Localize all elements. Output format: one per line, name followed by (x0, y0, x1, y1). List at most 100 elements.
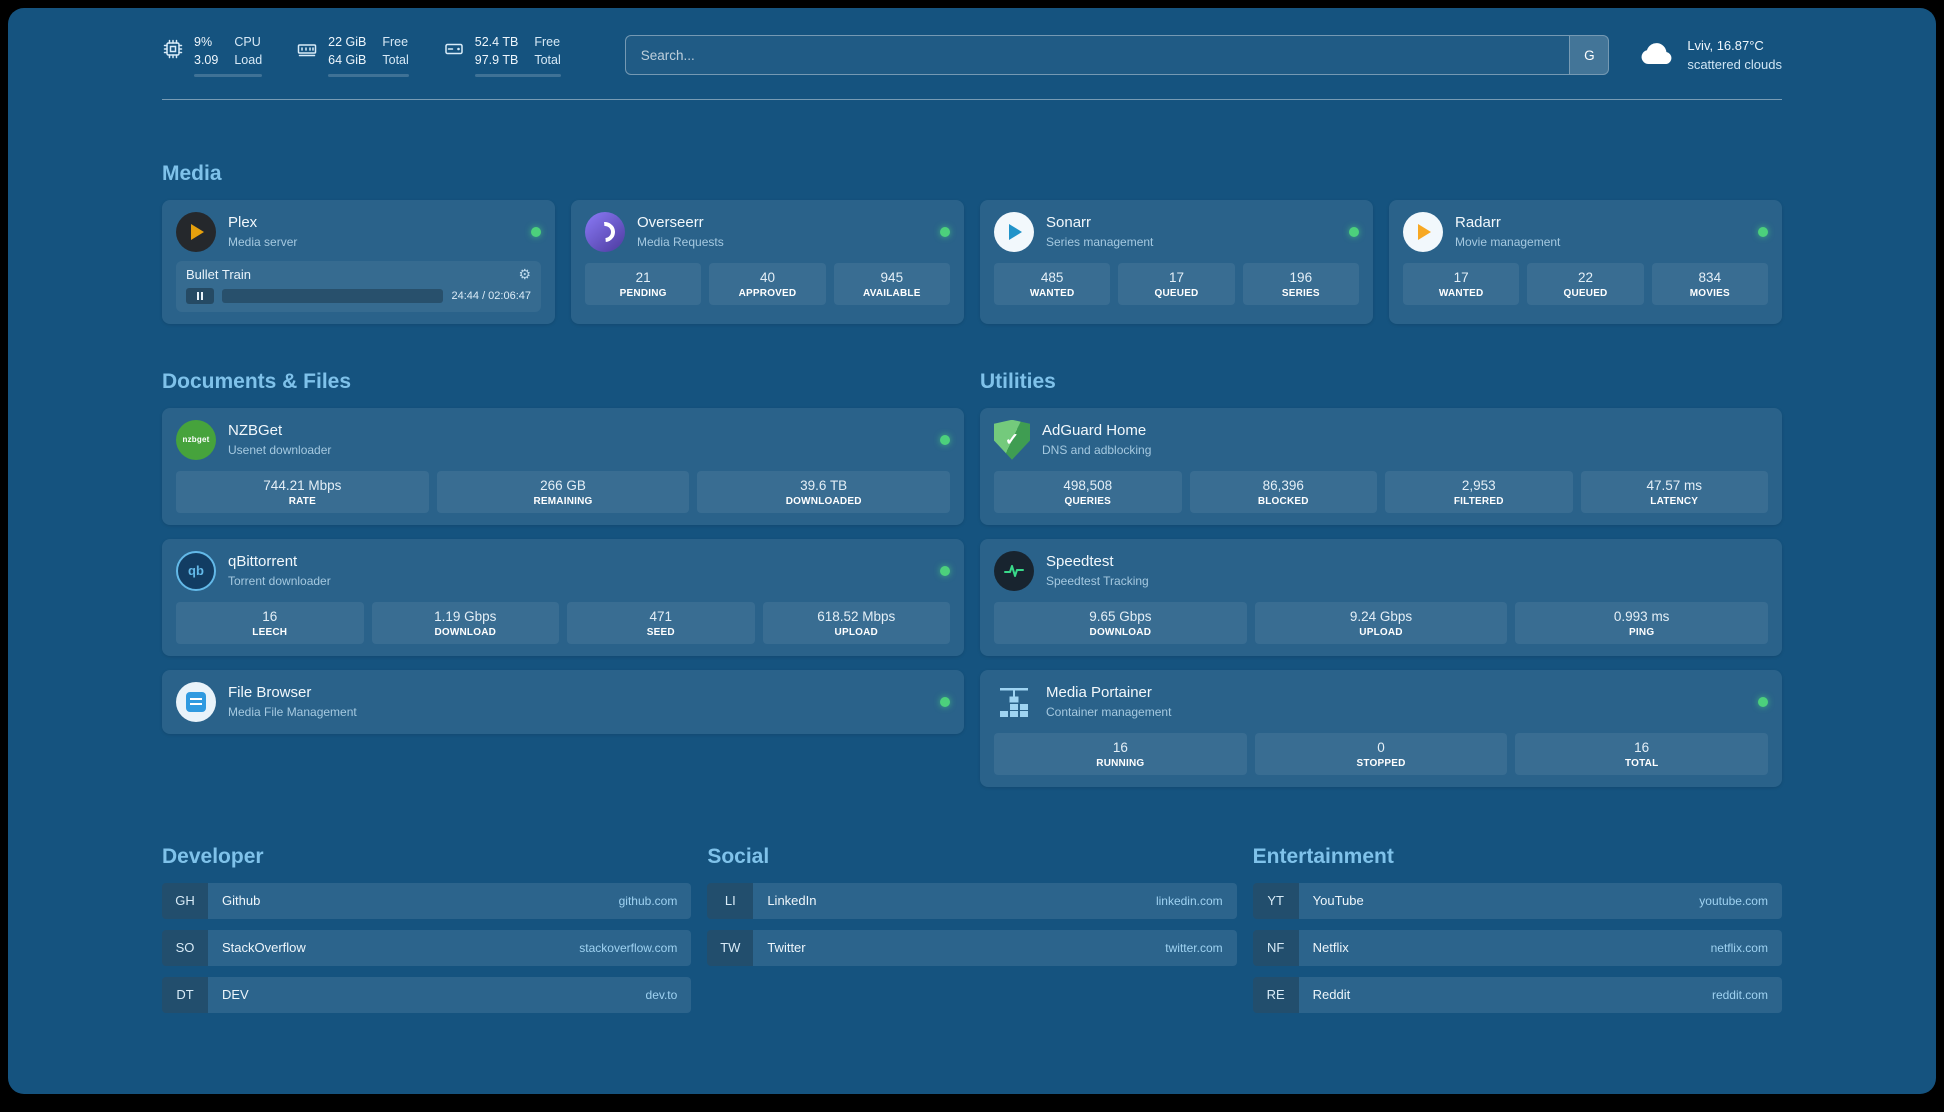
bookmark-twitter[interactable]: TW Twitter twitter.com (707, 929, 1237, 966)
service-card-sonarr[interactable]: Sonarr Series management 485 WANTED 17 Q… (980, 199, 1373, 324)
sonarr-icon (994, 211, 1034, 252)
speedtest-icon (994, 550, 1034, 591)
bookmark-netflix[interactable]: NF Netflix netflix.com (1252, 929, 1782, 966)
service-subtitle: Media server (228, 235, 298, 250)
stat-running: 16 RUNNING (994, 732, 1247, 775)
bookmark-name: Reddit (1312, 987, 1351, 1003)
service-name: qBittorrent (228, 553, 298, 571)
service-card-plex[interactable]: Plex Media server Bullet Train ⚙ (162, 199, 555, 324)
service-name: Radarr (1455, 214, 1501, 232)
pause-button[interactable] (186, 287, 214, 304)
topbar-divider (162, 98, 1782, 100)
stat-remaining: 266 GB REMAINING (436, 470, 690, 513)
section-title-documents: Documents & Files (162, 369, 352, 393)
stat-queries: 498,508 QUERIES (994, 470, 1182, 513)
bookmark-github[interactable]: GH Github github.com (162, 882, 692, 919)
service-subtitle: Usenet downloader (228, 443, 332, 458)
service-card-speedtest[interactable]: Speedtest Speedtest Tracking 9.65 Gbps D… (980, 538, 1782, 656)
bookmark-name: Netflix (1312, 940, 1349, 956)
stat-queued: 17 QUEUED (1118, 262, 1235, 305)
disk-free: 52.4 TB (474, 35, 519, 49)
service-card-portainer[interactable]: Media Portainer Container management 16 … (980, 669, 1782, 787)
cpu-widget: 9% CPU 3.09 Load (162, 34, 263, 77)
bookmark-youtube[interactable]: YT YouTube youtube.com (1252, 882, 1782, 919)
disk-icon (443, 38, 465, 65)
dashboard: 9% CPU 3.09 Load 22 GiB Free 6 (8, 8, 1936, 1094)
status-dot (531, 226, 541, 237)
bookmark-group-entertainment: Entertainment YT YouTube youtube.com NF … (1252, 844, 1782, 1024)
stat-upload: 9.24 Gbps UPLOAD (1254, 601, 1508, 644)
bookmark-abbr: NF (1252, 929, 1299, 966)
service-name: Overseerr (637, 214, 704, 232)
weather-location: Lviv, 16.87°C (1687, 37, 1764, 53)
weather-widget: Lviv, 16.87°C scattered clouds (1639, 36, 1782, 75)
service-card-overseerr[interactable]: Overseerr Media Requests 21 PENDING 40 A… (571, 199, 964, 324)
filebrowser-icon (176, 681, 216, 722)
content: 9% CPU 3.09 Load 22 GiB Free 6 (162, 8, 1782, 1024)
stat-wanted: 17 WANTED (1403, 262, 1520, 305)
cloud-icon (1639, 40, 1675, 71)
stat-blocked: 86,396 BLOCKED (1189, 470, 1377, 513)
bookmark-group-title: Entertainment (1252, 844, 1394, 868)
bookmark-stackoverflow[interactable]: SO StackOverflow stackoverflow.com (162, 929, 692, 966)
bookmark-abbr: TW (707, 929, 754, 966)
stat-download: 9.65 Gbps DOWNLOAD (994, 601, 1247, 644)
bookmark-dev[interactable]: DT DEV dev.to (162, 976, 692, 1013)
bookmark-linkedin[interactable]: LI LinkedIn linkedin.com (707, 882, 1237, 919)
status-dot (1349, 226, 1359, 237)
memory-label-2: Total (382, 52, 409, 67)
search-input[interactable] (625, 36, 1570, 75)
bookmark-reddit[interactable]: RE Reddit reddit.com (1252, 976, 1782, 1013)
stat-latency: 47.57 ms LATENCY (1580, 470, 1768, 513)
service-subtitle: DNS and adblocking (1042, 443, 1152, 458)
stat-filtered: 2,953 FILTERED (1385, 470, 1573, 513)
disk-total: 97.9 TB (474, 52, 519, 67)
stat-queued: 22 QUEUED (1527, 262, 1644, 305)
memory-progress-bar (328, 73, 409, 77)
service-card-qbittorrent[interactable]: qb qBittorrent Torrent downloader 16 LEE… (162, 538, 964, 656)
service-subtitle: Media Requests (637, 235, 724, 250)
bookmark-domain: youtube.com (1699, 893, 1768, 908)
service-card-radarr[interactable]: Radarr Movie management 17 WANTED 22 QUE… (1389, 199, 1782, 324)
bookmark-group-developer: Developer GH Github github.com SO StackO… (162, 845, 692, 1024)
portainer-crane-icon (994, 682, 1034, 722)
plex-icon (176, 211, 216, 252)
section-media: Media Plex Media server Bullet Tra (162, 162, 1782, 324)
service-name: File Browser (228, 684, 312, 702)
service-name: Plex (228, 214, 258, 232)
service-subtitle: Container management (1046, 705, 1172, 720)
adguard-shield-icon: ✓ (994, 419, 1030, 460)
disk-label-2: Total (534, 52, 561, 67)
service-card-nzbget[interactable]: nzbget NZBGet Usenet downloader 744.21 M… (162, 407, 964, 525)
section-documents: Documents & Files nzbget NZBGet Usenet d… (162, 370, 964, 734)
stat-series: 196 SERIES (1242, 262, 1359, 305)
nzbget-icon: nzbget (176, 419, 216, 460)
playback-progress-bar[interactable] (222, 288, 444, 303)
search-provider-button[interactable]: G (1569, 36, 1609, 75)
stat-available: 945 AVAILABLE (833, 262, 950, 305)
service-name: AdGuard Home (1042, 422, 1147, 440)
service-card-adguard[interactable]: ✓ AdGuard Home DNS and adblocking 498,50… (980, 407, 1782, 525)
bookmark-abbr: YT (1252, 882, 1299, 919)
gear-icon[interactable]: ⚙ (518, 266, 531, 283)
stat-stopped: 0 STOPPED (1254, 732, 1508, 775)
service-name: Speedtest (1046, 553, 1114, 571)
service-subtitle: Movie management (1455, 235, 1561, 250)
status-dot (1758, 696, 1768, 707)
stat-upload: 618.52 Mbps UPLOAD (762, 601, 950, 644)
bookmark-name: DEV (222, 987, 249, 1003)
cpu-loadavg: 3.09 (194, 52, 219, 67)
cpu-icon (162, 38, 184, 65)
service-card-filebrowser[interactable]: File Browser Media File Management (162, 669, 964, 734)
service-subtitle: Speedtest Tracking (1046, 574, 1149, 589)
service-subtitle: Series management (1046, 235, 1154, 250)
cpu-label-2: Load (234, 52, 263, 67)
bookmark-abbr: RE (1252, 976, 1299, 1013)
memory-icon (296, 38, 318, 65)
bookmark-group-social: Social LI LinkedIn linkedin.com TW Twitt… (707, 845, 1237, 1024)
bookmark-abbr: SO (162, 929, 208, 966)
cpu-label-1: CPU (234, 35, 261, 49)
now-playing-track: Bullet Train (186, 266, 252, 282)
stat-seed: 471 SEED (567, 601, 755, 644)
section-title-media: Media (162, 161, 222, 185)
